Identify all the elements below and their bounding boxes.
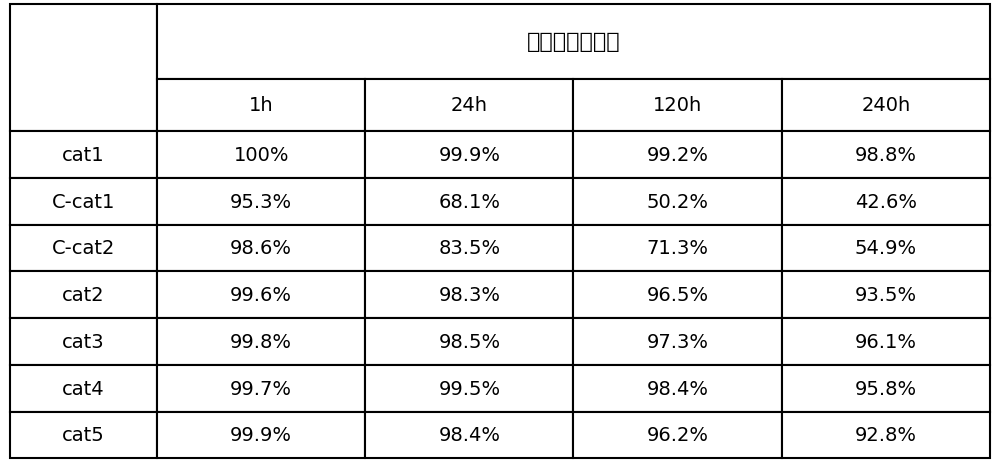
Bar	[365, 412, 573, 458]
Text: cat5: cat5	[62, 425, 105, 444]
Text: 24h: 24h	[451, 96, 488, 115]
Text: 98.4%: 98.4%	[647, 379, 709, 398]
Bar	[573, 80, 782, 131]
Text: 99.9%: 99.9%	[438, 145, 500, 164]
Bar	[573, 365, 782, 412]
Bar	[573, 272, 782, 319]
Bar	[573, 178, 782, 225]
Text: cat2: cat2	[62, 286, 105, 305]
Bar	[10, 412, 157, 458]
Bar	[782, 412, 990, 458]
Bar	[365, 319, 573, 365]
Bar	[365, 365, 573, 412]
Bar	[157, 80, 365, 131]
Bar	[10, 131, 157, 178]
Text: 71.3%: 71.3%	[647, 239, 709, 258]
Bar	[782, 365, 990, 412]
Text: 50.2%: 50.2%	[647, 192, 709, 211]
Text: 96.2%: 96.2%	[647, 425, 709, 444]
Bar	[573, 412, 782, 458]
Text: 240h: 240h	[861, 96, 910, 115]
Text: 97.3%: 97.3%	[647, 332, 709, 351]
Bar	[782, 225, 990, 272]
Bar	[10, 319, 157, 365]
Text: 93.5%: 93.5%	[855, 286, 917, 305]
Bar	[782, 319, 990, 365]
Bar	[365, 225, 573, 272]
Text: C-cat1: C-cat1	[52, 192, 115, 211]
Bar	[10, 225, 157, 272]
Text: 98.4%: 98.4%	[438, 425, 500, 444]
Text: 96.1%: 96.1%	[855, 332, 917, 351]
Bar	[573, 319, 782, 365]
Bar	[157, 225, 365, 272]
Text: 92.8%: 92.8%	[855, 425, 917, 444]
Text: C-cat2: C-cat2	[52, 239, 115, 258]
Text: 83.5%: 83.5%	[438, 239, 500, 258]
Bar	[157, 131, 365, 178]
Text: 100%: 100%	[233, 145, 289, 164]
Text: 96.5%: 96.5%	[647, 286, 709, 305]
Bar	[157, 412, 365, 458]
Text: 99.2%: 99.2%	[647, 145, 709, 164]
Text: 98.3%: 98.3%	[438, 286, 500, 305]
Bar	[157, 365, 365, 412]
Text: cat1: cat1	[62, 145, 105, 164]
Bar	[782, 178, 990, 225]
Bar	[365, 131, 573, 178]
Text: 54.9%: 54.9%	[855, 239, 917, 258]
Text: 98.5%: 98.5%	[438, 332, 500, 351]
Bar	[10, 5, 157, 131]
Bar	[157, 319, 365, 365]
Bar	[573, 131, 782, 178]
Bar	[782, 80, 990, 131]
Text: 99.7%: 99.7%	[230, 379, 292, 398]
Text: 98.8%: 98.8%	[855, 145, 917, 164]
Text: cat4: cat4	[62, 379, 105, 398]
Bar	[10, 365, 157, 412]
Text: 99.8%: 99.8%	[230, 332, 292, 351]
Bar	[782, 272, 990, 319]
Bar	[782, 131, 990, 178]
Text: 98.6%: 98.6%	[230, 239, 292, 258]
Text: 99.5%: 99.5%	[438, 379, 500, 398]
Text: 120h: 120h	[653, 96, 702, 115]
Text: 99.6%: 99.6%	[230, 286, 292, 305]
Bar	[157, 178, 365, 225]
Text: cat3: cat3	[62, 332, 105, 351]
Bar	[157, 272, 365, 319]
Bar	[573, 225, 782, 272]
Text: 42.6%: 42.6%	[855, 192, 917, 211]
Text: 95.3%: 95.3%	[230, 192, 292, 211]
Text: 95.8%: 95.8%	[855, 379, 917, 398]
Bar	[10, 178, 157, 225]
Bar	[10, 272, 157, 319]
Bar	[365, 272, 573, 319]
Bar	[365, 178, 573, 225]
Text: 68.1%: 68.1%	[438, 192, 500, 211]
Text: 99.9%: 99.9%	[230, 425, 292, 444]
Text: 1h: 1h	[249, 96, 273, 115]
Bar	[157, 5, 990, 80]
Bar	[365, 80, 573, 131]
Text: 臭氧平均降解率: 臭氧平均降解率	[527, 32, 620, 52]
